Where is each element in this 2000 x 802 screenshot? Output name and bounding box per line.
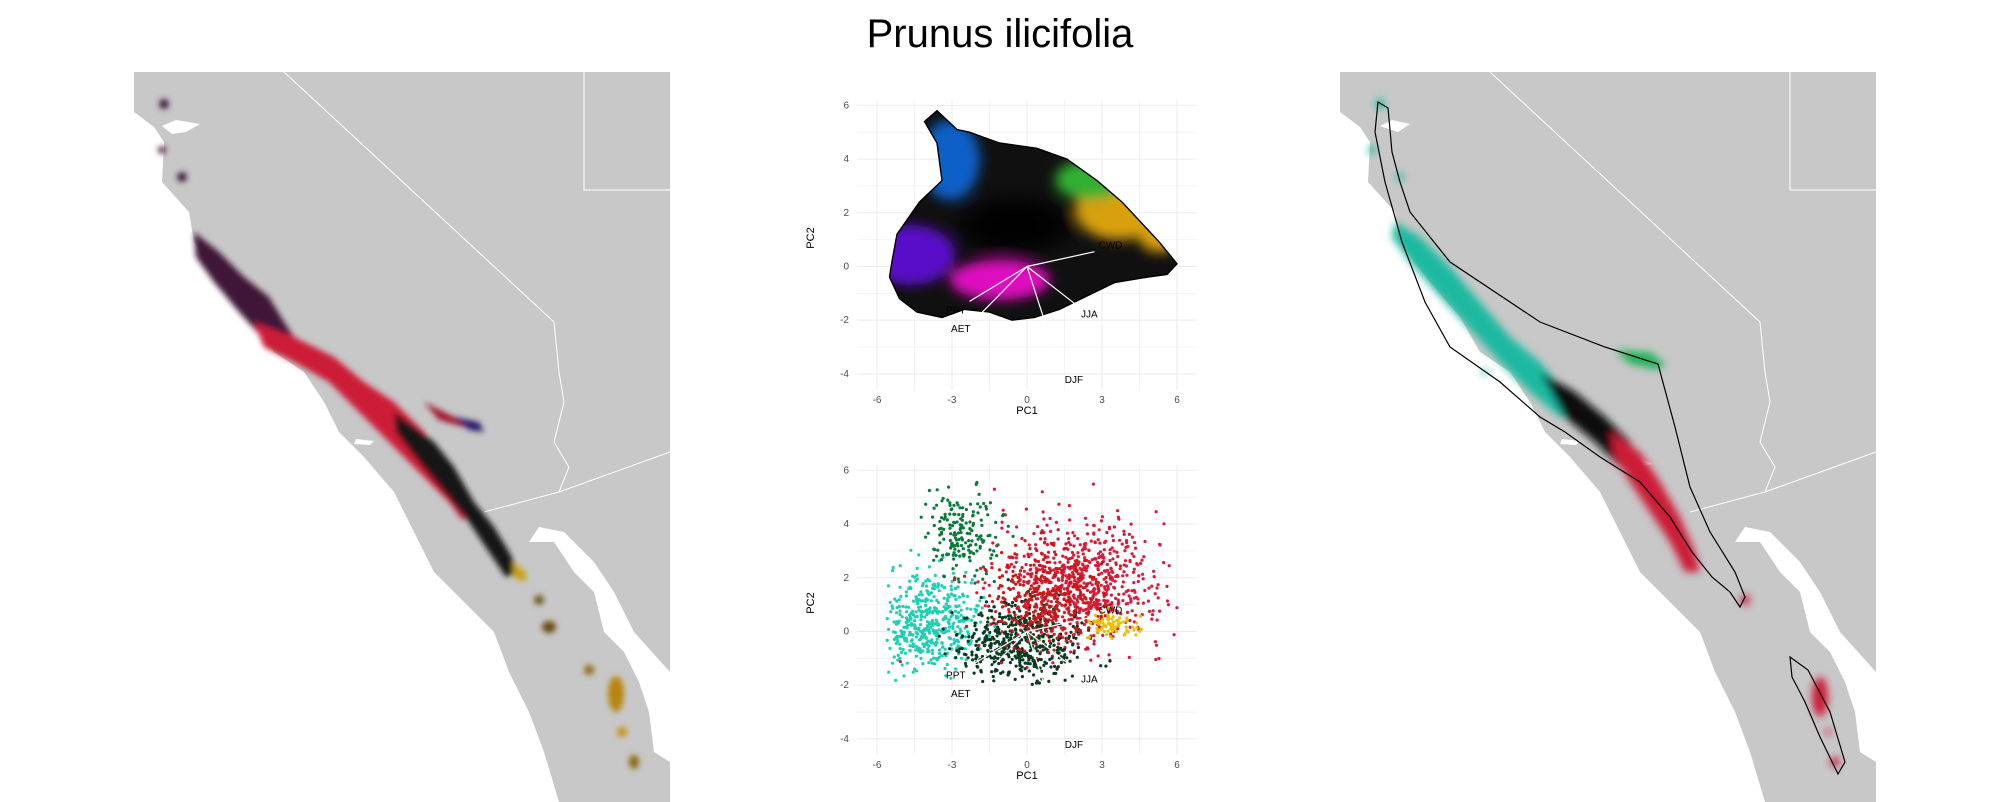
pca-top-xlabel: PC1 <box>1016 405 1037 417</box>
pca-top-vector-label-aet: AET <box>951 324 970 335</box>
pca-top-ylabel: PC2 <box>805 227 817 248</box>
pca-bottom-vector-jja <box>1026 631 1078 671</box>
pca-top-ytick-label: -2 <box>840 315 849 326</box>
range-raster <box>158 99 639 769</box>
pca-top-ytick-label: 2 <box>843 208 849 219</box>
pca-top-vector-aet <box>974 266 1028 321</box>
pca-bottom-ticks: -6 -3 0 3 6 -4 -2 0 2 4 6 <box>840 465 1180 771</box>
pca-bottom-ytick-label: 0 <box>843 626 849 637</box>
pca-top-plot: CWD PPT AET JJA DJF -6 -3 0 3 6 -4 -2 0 2 4 6 PC1 PC2 <box>805 100 1197 417</box>
pca-top-xtick-label: 3 <box>1099 395 1105 406</box>
pca-bottom-vector-label-ppt: PPT <box>946 670 965 681</box>
range-raster <box>1368 99 1840 767</box>
pca-top-xtick-label: -3 <box>948 395 957 406</box>
pca-bottom-ytick-label: 6 <box>843 465 849 476</box>
pca-bottom-vector-label-djf: DJF <box>1065 740 1083 751</box>
pca-top-vector-djf <box>1026 266 1062 372</box>
left-map <box>134 72 670 802</box>
pca-bottom-xlabel: PC1 <box>1016 770 1037 782</box>
pca-top-xtick-label: 0 <box>1024 395 1030 406</box>
pca-top-vector-label-ppt: PPT <box>946 305 965 316</box>
pca-bottom-vector-label-jja: JJA <box>1081 674 1098 685</box>
pca-bottom-xtick-label: 3 <box>1099 760 1105 771</box>
pca-bottom-ylabel: PC2 <box>805 592 817 613</box>
pca-top-vector-jja <box>1026 266 1078 306</box>
pca-top-ytick-label: 0 <box>843 261 849 272</box>
pca-bottom-xtick-label: -6 <box>873 760 882 771</box>
gulf <box>529 527 670 762</box>
pca-top-hull <box>888 109 1178 321</box>
pca-bottom-grid <box>857 465 1197 755</box>
gulf <box>1735 527 1876 762</box>
pca-bottom-ytick-label: -4 <box>840 734 849 745</box>
page-title: Prunus ilicifolia <box>866 12 1134 56</box>
pca-top-vector-label-cwd: CWD <box>1099 241 1123 252</box>
pca-top-xtick-label: -6 <box>873 395 882 406</box>
pca-bottom-vector-label-cwd: CWD <box>1099 606 1123 617</box>
pca-top-vector-ppt <box>969 265 1028 302</box>
state-borders <box>283 72 670 513</box>
pca-top-ytick-label: 4 <box>843 154 849 165</box>
pca-bottom-ytick-label: -2 <box>840 680 849 691</box>
ocean <box>134 112 559 802</box>
state-borders <box>1489 72 1876 513</box>
pca-top-vectors: CWD PPT AET JJA DJF <box>946 241 1122 386</box>
pca-top-ytick-label: 6 <box>843 100 849 111</box>
pca-bottom-plot: CWD PPT AET JJA DJF -6 -3 0 3 6 -4 -2 0 2 4 6 PC1 PC2 <box>805 465 1197 782</box>
pca-top-vector-label-djf: DJF <box>1065 375 1083 386</box>
pca-bottom-xtick-label: -3 <box>948 760 957 771</box>
pca-bottom-vectors: CWD PPT AET JJA DJF <box>946 606 1122 751</box>
bay <box>1380 120 1410 132</box>
bay <box>162 120 200 134</box>
pca-bottom-vector-djf <box>1026 631 1062 737</box>
pca-bottom-ytick-label: 4 <box>843 519 849 530</box>
pca-bottom-xtick-label: 0 <box>1024 760 1030 771</box>
pca-bottom-ytick-label: 2 <box>843 573 849 584</box>
pca-top-xtick-label: 6 <box>1174 395 1180 406</box>
pca-top-vector-cwd <box>1026 251 1095 268</box>
pca-top-vector-label-jja: JJA <box>1081 309 1098 320</box>
pca-bottom-vector-label-aet: AET <box>951 689 970 700</box>
range-hull <box>1374 100 1846 776</box>
pca-bottom-vector-cwd <box>1026 616 1095 633</box>
ocean <box>1340 112 1765 802</box>
pca-bottom-xtick-label: 6 <box>1174 760 1180 771</box>
pca-bottom-vector-ppt <box>969 630 1028 667</box>
right-map <box>1340 72 1876 802</box>
pca-top-ticks: -6 -3 0 3 6 -4 -2 0 2 4 6 <box>840 100 1180 406</box>
pca-top-ytick-label: -4 <box>840 369 849 380</box>
pca-bottom-vector-aet <box>974 631 1028 686</box>
